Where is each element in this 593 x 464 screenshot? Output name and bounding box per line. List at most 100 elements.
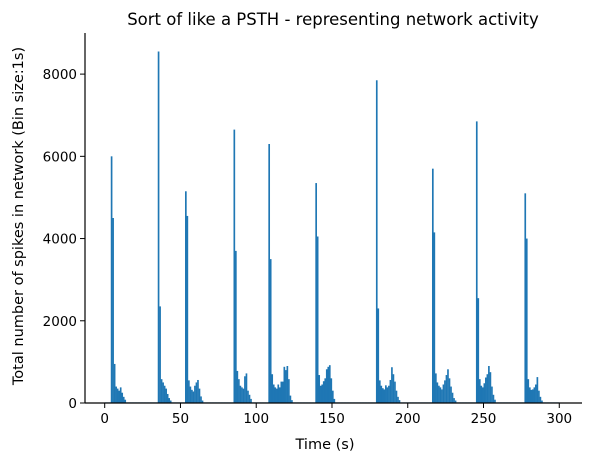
bar [439, 387, 442, 403]
bar [277, 384, 280, 403]
bar [169, 400, 172, 403]
bar [480, 385, 483, 403]
bar [291, 400, 293, 403]
bar [201, 400, 204, 403]
bar [536, 377, 539, 403]
bar [116, 388, 119, 403]
bar [198, 388, 201, 403]
y-axis-label: Total number of spikes in network (Bin s… [11, 47, 27, 386]
bar [286, 366, 289, 403]
bar [322, 381, 325, 403]
bar [121, 392, 124, 403]
bar [268, 144, 271, 403]
bar [442, 384, 445, 403]
bar [288, 379, 290, 403]
bar [275, 388, 278, 403]
bar [327, 366, 330, 403]
bar [281, 381, 284, 403]
bar [445, 375, 448, 403]
bar [238, 379, 240, 403]
bar [278, 387, 281, 403]
bar [481, 387, 484, 403]
bar [186, 215, 189, 403]
bar [491, 386, 493, 403]
bar [189, 386, 192, 403]
bar [535, 384, 537, 403]
bar [157, 51, 160, 403]
bar [450, 386, 452, 403]
x-ticks: 0 50 100 150 200 250 300 [100, 403, 572, 427]
bar [324, 378, 327, 403]
bar [386, 387, 389, 403]
bar [524, 193, 527, 403]
bar [247, 390, 249, 403]
bar [235, 250, 237, 403]
bar [486, 374, 489, 403]
bar [200, 396, 202, 403]
y-tick-label: 4000 [43, 232, 77, 248]
bar [433, 232, 436, 403]
bar [242, 388, 245, 403]
bar [438, 385, 440, 403]
bar [494, 399, 496, 403]
bar [454, 400, 457, 403]
y-tick-label: 6000 [43, 149, 77, 165]
y-tick-label: 2000 [43, 314, 77, 330]
bar [269, 259, 272, 403]
y-tick-label: 8000 [43, 67, 77, 83]
bar [380, 385, 383, 403]
bar [389, 379, 392, 403]
bar [110, 156, 113, 403]
x-axis-label: Time (s) [295, 437, 355, 453]
bar [319, 385, 322, 403]
bar [185, 191, 187, 403]
x-tick-label: 150 [319, 411, 345, 427]
bar [159, 306, 161, 403]
bar [166, 393, 169, 403]
bar [392, 374, 395, 403]
chart-title: Sort of like a PSTH - representing netwo… [127, 10, 539, 29]
y-ticks: 0 2000 4000 6000 8000 [43, 67, 85, 412]
bar [244, 376, 246, 403]
bar [475, 121, 478, 403]
bar [538, 390, 540, 403]
bar [124, 399, 127, 403]
bar [283, 366, 286, 403]
bar [378, 380, 381, 403]
bar [233, 129, 236, 404]
bar [398, 400, 401, 403]
bar [377, 308, 380, 403]
bar [395, 390, 398, 403]
x-tick-label: 100 [243, 411, 269, 427]
bar [489, 372, 492, 403]
bar [328, 365, 331, 403]
bar [477, 298, 480, 403]
bar [375, 80, 378, 403]
bar [331, 390, 334, 403]
bar [448, 378, 451, 403]
bar [532, 389, 534, 403]
bar [289, 395, 292, 403]
bar [483, 383, 486, 403]
bar [330, 378, 333, 403]
bar [533, 387, 536, 403]
bar [321, 384, 324, 403]
bar [191, 389, 193, 403]
bar [245, 373, 248, 403]
bar [239, 385, 242, 403]
bar [394, 381, 396, 403]
bar [492, 394, 495, 403]
bar [163, 385, 166, 403]
bar [527, 379, 530, 403]
bar [397, 396, 399, 403]
bar [478, 379, 481, 403]
bar [385, 385, 387, 403]
bar [248, 394, 251, 403]
x-tick-label: 50 [172, 411, 189, 427]
bar [188, 380, 190, 403]
bar [195, 382, 198, 403]
bar [528, 387, 531, 403]
bar [333, 398, 336, 403]
bar [453, 398, 455, 403]
